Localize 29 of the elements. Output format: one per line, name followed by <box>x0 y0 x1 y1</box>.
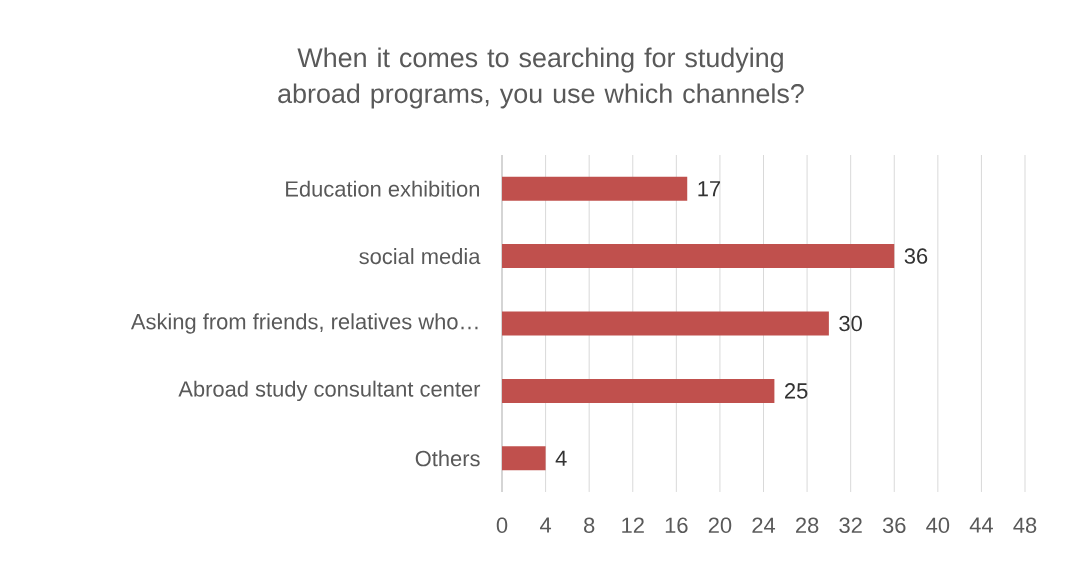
bar <box>502 311 829 336</box>
x-tick-label: 4 <box>540 517 552 533</box>
x-tick-label: 8 <box>584 517 595 534</box>
x-tick-label: 40 <box>926 517 950 534</box>
x-tick-label: 48 <box>1013 517 1037 534</box>
y-tick-label: Abroad study consultant center <box>178 380 481 402</box>
data-label: 36 <box>904 248 928 264</box>
bar <box>502 244 895 269</box>
bar <box>502 378 775 403</box>
y-tick-label: social media <box>359 248 481 265</box>
x-tick-label: 44 <box>969 517 993 533</box>
data-label: 17 <box>698 181 721 197</box>
bar <box>502 446 546 471</box>
y-tick-label: Education exhibition <box>286 180 480 197</box>
x-tick-label: 28 <box>796 517 819 534</box>
x-tick-label: 20 <box>708 517 732 534</box>
bar <box>502 176 688 201</box>
x-tick-label: 16 <box>665 517 688 534</box>
data-label: 4 <box>555 450 567 466</box>
x-tick-label: 36 <box>882 517 906 534</box>
y-tick-label: Others <box>415 450 480 467</box>
data-label: 30 <box>839 315 862 332</box>
chart-title: When it comes to searching for studying abroad programs, you use which channels? <box>278 47 804 109</box>
x-tick-label: 0 <box>496 517 508 534</box>
x-tick-label: 32 <box>839 517 862 534</box>
data-label: 25 <box>785 383 808 399</box>
x-tick-label: 12 <box>622 517 644 533</box>
x-tick-label: 24 <box>752 517 776 533</box>
y-tick-label: Asking from friends, relatives who… <box>130 313 478 334</box>
